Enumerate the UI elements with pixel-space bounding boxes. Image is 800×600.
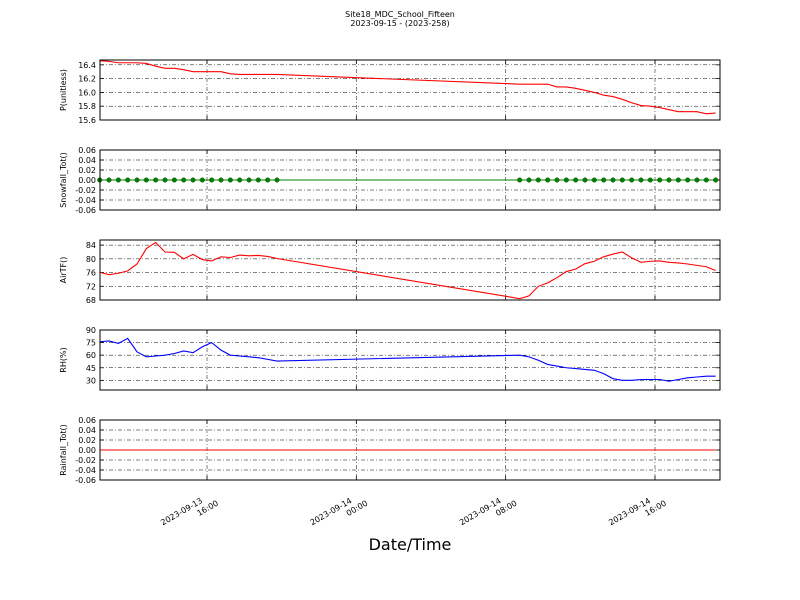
data-marker bbox=[227, 177, 233, 183]
y-tick-label: 0.04 bbox=[78, 426, 96, 435]
data-marker bbox=[237, 177, 243, 183]
data-marker bbox=[629, 177, 635, 183]
data-marker bbox=[199, 177, 205, 183]
data-marker bbox=[181, 177, 187, 183]
data-marker bbox=[713, 177, 719, 183]
y-tick-label: -0.02 bbox=[75, 456, 96, 465]
data-marker bbox=[694, 177, 700, 183]
plot-frame bbox=[99, 239, 721, 301]
y-axis-label: Rainfall_Tot() bbox=[59, 424, 68, 476]
y-axis-label: RH(%) bbox=[59, 347, 68, 372]
y-tick-label: 30 bbox=[86, 376, 96, 385]
y-axis-label: Snowfall_Tot() bbox=[59, 152, 68, 208]
y-tick-label: 80 bbox=[86, 255, 96, 264]
y-tick-label: 15.6 bbox=[78, 116, 96, 125]
y-tick-label: 72 bbox=[86, 282, 96, 291]
data-marker bbox=[535, 177, 541, 183]
y-tick-label: 0.02 bbox=[78, 436, 96, 445]
data-line bbox=[99, 60, 716, 115]
y-tick-label: 45 bbox=[86, 364, 96, 373]
chart-subtitle: 2023-09-15 - (2023-258) bbox=[350, 19, 449, 28]
data-marker bbox=[153, 177, 159, 183]
data-marker bbox=[265, 177, 271, 183]
y-tick-label: 0.00 bbox=[78, 446, 96, 455]
y-tick-label: -0.06 bbox=[75, 206, 96, 215]
y-tick-label: 16.2 bbox=[78, 75, 96, 84]
data-marker bbox=[582, 177, 588, 183]
y-tick-label: 15.8 bbox=[78, 102, 96, 111]
data-marker bbox=[601, 177, 607, 183]
data-marker bbox=[685, 177, 691, 183]
y-tick-label: 0.04 bbox=[78, 156, 96, 165]
data-marker bbox=[190, 177, 196, 183]
plot-frame bbox=[99, 419, 721, 481]
chart-title: Site18_MDC_School_Fifteen bbox=[345, 10, 455, 19]
data-marker bbox=[134, 177, 140, 183]
y-tick-label: 16.0 bbox=[78, 88, 96, 97]
y-tick-label: 68 bbox=[86, 296, 96, 305]
data-marker bbox=[115, 177, 121, 183]
data-marker bbox=[526, 177, 532, 183]
data-marker bbox=[554, 177, 560, 183]
data-marker bbox=[209, 177, 215, 183]
y-tick-label: 0.02 bbox=[78, 166, 96, 175]
data-marker bbox=[545, 177, 551, 183]
data-marker bbox=[703, 177, 709, 183]
data-marker bbox=[573, 177, 579, 183]
data-marker bbox=[647, 177, 653, 183]
y-tick-label: 16.4 bbox=[78, 61, 96, 70]
plot-frame bbox=[99, 59, 721, 121]
y-tick-label: 84 bbox=[86, 241, 96, 250]
data-marker bbox=[143, 177, 149, 183]
data-marker bbox=[657, 177, 663, 183]
data-marker bbox=[675, 177, 681, 183]
data-marker bbox=[666, 177, 672, 183]
data-marker bbox=[171, 177, 177, 183]
y-tick-label: -0.02 bbox=[75, 186, 96, 195]
data-marker bbox=[274, 177, 280, 183]
data-line bbox=[99, 337, 716, 382]
data-marker bbox=[619, 177, 625, 183]
data-marker bbox=[106, 177, 112, 183]
data-marker bbox=[517, 177, 523, 183]
y-axis-label: AirTF() bbox=[59, 257, 68, 284]
data-marker bbox=[591, 177, 597, 183]
plot-frame bbox=[99, 329, 721, 391]
y-tick-label: 90 bbox=[86, 326, 96, 335]
y-tick-label: 76 bbox=[86, 269, 96, 278]
data-marker bbox=[563, 177, 569, 183]
y-tick-label: -0.06 bbox=[75, 476, 96, 485]
y-tick-label: -0.04 bbox=[75, 466, 96, 475]
y-tick-label: 0.00 bbox=[78, 176, 96, 185]
x-axis-label: Date/Time bbox=[369, 535, 452, 554]
data-marker bbox=[638, 177, 644, 183]
data-marker bbox=[125, 177, 131, 183]
plot-frame bbox=[99, 149, 721, 211]
data-line bbox=[99, 241, 716, 300]
y-tick-label: 60 bbox=[86, 351, 96, 360]
data-marker bbox=[162, 177, 168, 183]
y-tick-label: 0.06 bbox=[78, 416, 96, 425]
y-tick-label: 0.06 bbox=[78, 146, 96, 155]
data-marker bbox=[255, 177, 261, 183]
y-tick-label: -0.04 bbox=[75, 196, 96, 205]
data-marker bbox=[610, 177, 616, 183]
y-tick-label: 75 bbox=[86, 339, 96, 348]
data-marker bbox=[218, 177, 224, 183]
y-axis-label: P(unitless) bbox=[59, 69, 68, 111]
data-marker bbox=[246, 177, 252, 183]
